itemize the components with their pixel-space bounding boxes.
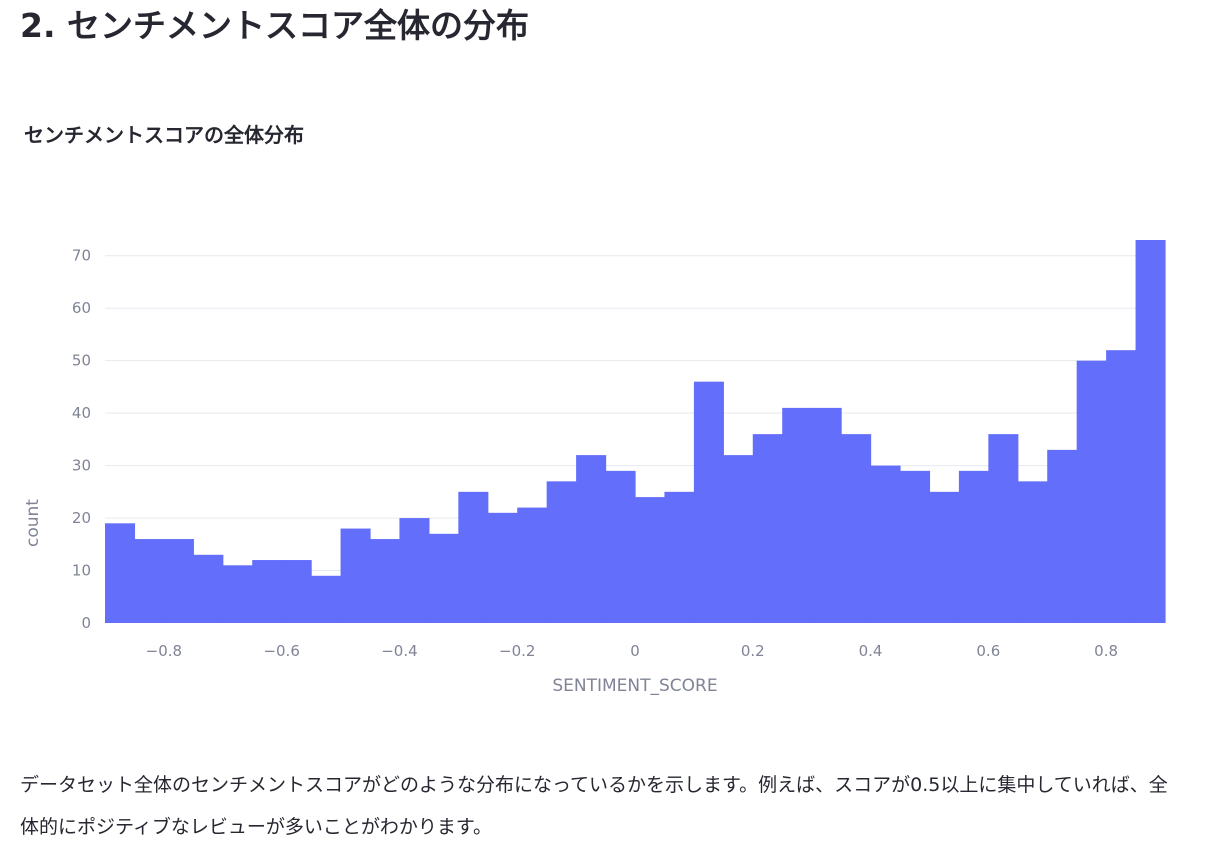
histogram-bar[interactable] (693, 381, 724, 623)
histogram-bar[interactable] (1047, 449, 1078, 623)
histogram-bar[interactable] (458, 491, 489, 623)
histogram-bar[interactable] (428, 533, 459, 623)
x-tick-label: −0.6 (263, 642, 299, 660)
x-tick-label: −0.8 (146, 642, 182, 660)
histogram-bar[interactable] (487, 512, 518, 623)
histogram-bar[interactable] (1106, 350, 1137, 623)
histogram-bar[interactable] (664, 491, 695, 623)
histogram-bar[interactable] (370, 539, 401, 623)
histogram-bar[interactable] (163, 539, 194, 623)
chart-title: センチメントスコアの全体分布 (24, 123, 304, 147)
histogram-bar[interactable] (1135, 240, 1166, 623)
histogram-bar[interactable] (811, 407, 842, 623)
histogram-bar[interactable] (988, 434, 1019, 623)
histogram-bar[interactable] (340, 528, 371, 623)
y-tick-label: 60 (72, 299, 91, 317)
y-tick-label: 50 (72, 352, 91, 370)
histogram-bar[interactable] (222, 565, 253, 623)
histogram-bar[interactable] (900, 470, 931, 623)
histogram-bar[interactable] (105, 523, 136, 623)
x-tick-label: 0.8 (1094, 642, 1118, 660)
histogram-bar[interactable] (958, 470, 989, 623)
histogram-bar[interactable] (399, 518, 430, 623)
y-tick-label: 0 (81, 614, 91, 632)
histogram-bar[interactable] (782, 407, 813, 623)
x-tick-label: 0.2 (741, 642, 765, 660)
histogram-bar[interactable] (929, 491, 960, 623)
x-axis-title: SENTIMENT_SCORE (552, 676, 717, 696)
x-axis-ticks: −0.8 −0.6 −0.4 −0.2 0 0.2 0.4 0.6 0.8 (146, 642, 1118, 660)
histogram-bars (105, 240, 1166, 623)
y-axis-ticks: 0 10 20 30 40 50 60 70 (72, 247, 91, 632)
histogram-bar[interactable] (723, 455, 754, 623)
y-tick-label: 10 (72, 562, 91, 580)
x-tick-label: 0 (630, 642, 640, 660)
grid-lines (105, 255, 1165, 572)
histogram-bar[interactable] (311, 575, 342, 623)
histogram-chart: センチメントスコアの全体分布 0 10 20 30 40 50 60 70 −0.8 −0.6−… (0, 100, 1206, 720)
x-tick-label: −0.4 (381, 642, 417, 660)
histogram-bar[interactable] (635, 497, 666, 623)
histogram-bar[interactable] (1017, 481, 1048, 623)
histogram-bar[interactable] (752, 434, 783, 623)
y-tick-label: 40 (72, 404, 91, 422)
histogram-bar[interactable] (252, 560, 283, 623)
histogram-bar[interactable] (193, 554, 224, 623)
description-text: データセット全体のセンチメントスコアがどのような分布になっているかを示します。例… (20, 774, 1168, 838)
x-tick-label: −0.2 (499, 642, 535, 660)
histogram-bar[interactable] (870, 465, 901, 623)
histogram-bar[interactable] (841, 434, 872, 623)
section-heading: 2. センチメントスコア全体の分布 (20, 6, 529, 45)
y-tick-label: 30 (72, 457, 91, 475)
histogram-bar[interactable] (1076, 360, 1107, 623)
x-tick-label: 0.6 (976, 642, 1000, 660)
x-tick-label: 0.4 (859, 642, 883, 660)
histogram-bar[interactable] (281, 560, 312, 623)
y-axis-title: count (23, 499, 43, 547)
y-tick-label: 70 (72, 247, 91, 265)
histogram-bar[interactable] (517, 507, 548, 623)
histogram-bar[interactable] (546, 481, 577, 623)
histogram-bar[interactable] (134, 539, 165, 623)
histogram-bar[interactable] (576, 455, 607, 623)
histogram-bar[interactable] (605, 470, 636, 623)
y-tick-label: 20 (72, 509, 91, 527)
